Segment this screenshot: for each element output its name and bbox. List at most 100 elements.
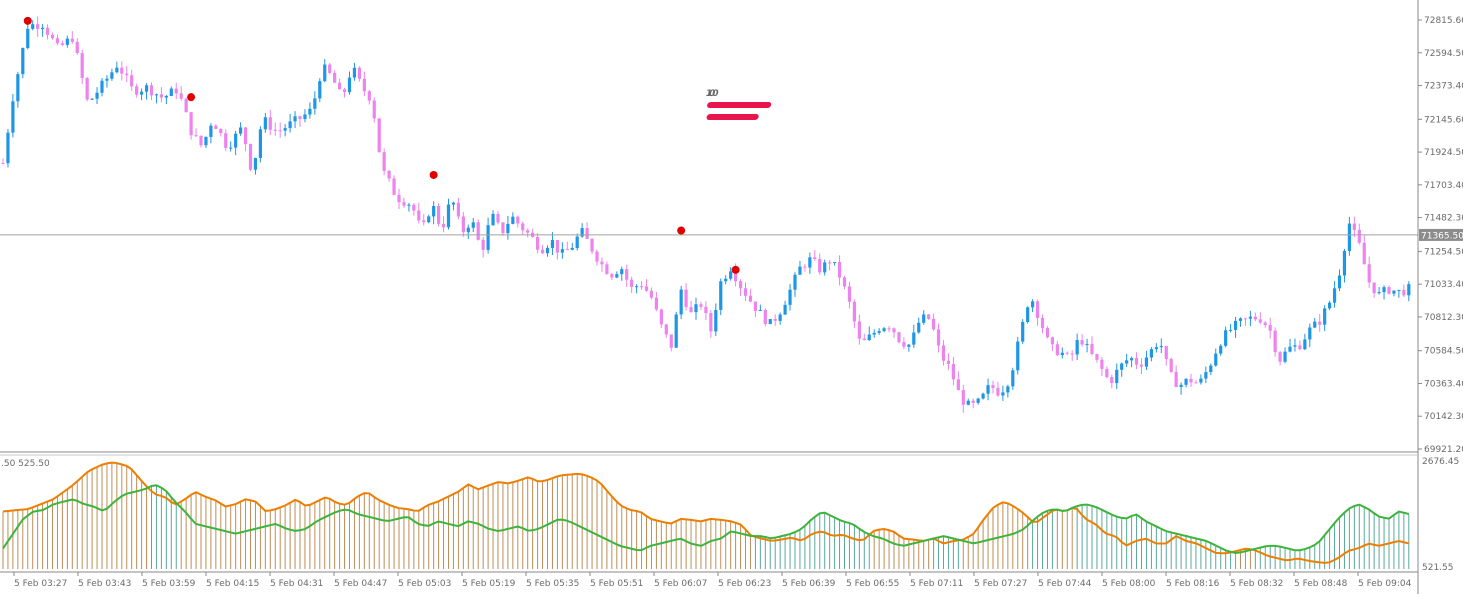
candle-body bbox=[1278, 352, 1282, 362]
candle-body bbox=[446, 204, 451, 228]
candle-body bbox=[635, 286, 639, 288]
candle-body bbox=[526, 230, 530, 233]
candle-body bbox=[823, 262, 827, 273]
candle-body bbox=[496, 213, 500, 223]
oscillator-pane: .50 525.50 bbox=[1, 459, 1410, 569]
candle-body bbox=[189, 112, 193, 136]
candle-body bbox=[852, 301, 856, 322]
candle-body bbox=[1159, 346, 1163, 348]
candle-body bbox=[625, 269, 629, 280]
time-tick-label: 5 Feb 05:51 bbox=[590, 579, 643, 589]
candle-body bbox=[263, 117, 267, 130]
candle-body bbox=[719, 281, 723, 310]
candle-body bbox=[1050, 337, 1054, 345]
candle-body bbox=[1105, 368, 1109, 378]
candle-body bbox=[1362, 242, 1366, 265]
time-tick-label: 5 Feb 05:03 bbox=[398, 579, 451, 589]
candle-body bbox=[996, 387, 1000, 396]
candle-body bbox=[347, 77, 352, 93]
candle-body bbox=[313, 98, 317, 109]
candle-body bbox=[387, 170, 391, 179]
candle-body bbox=[362, 78, 366, 92]
candle-body bbox=[1268, 325, 1272, 331]
candle-body bbox=[763, 309, 767, 325]
candle-body bbox=[847, 286, 852, 302]
candle-body bbox=[466, 227, 470, 233]
candle-body bbox=[248, 144, 253, 170]
price-tick-label: 72815.60 bbox=[1424, 16, 1463, 26]
candle-body bbox=[85, 78, 89, 100]
candle-body bbox=[422, 220, 426, 223]
candle-body bbox=[610, 274, 614, 278]
candle-body bbox=[927, 314, 931, 319]
candle-body bbox=[709, 313, 713, 332]
price-tick-label: 71482.30 bbox=[1424, 214, 1463, 224]
candle-body bbox=[1337, 275, 1342, 289]
price-tick-label: 72373.40 bbox=[1424, 82, 1463, 92]
candle-body bbox=[956, 379, 960, 391]
candle-body bbox=[407, 204, 411, 206]
candle-body bbox=[877, 331, 881, 333]
candle-body bbox=[803, 266, 807, 268]
candle-body bbox=[328, 64, 332, 73]
candle-body bbox=[174, 88, 178, 94]
time-tick-label: 5 Feb 08:48 bbox=[1294, 579, 1348, 589]
candle-body bbox=[679, 289, 683, 315]
current-price-tag bbox=[1419, 228, 1463, 241]
candle-body bbox=[1204, 372, 1208, 379]
candle-body bbox=[26, 28, 30, 49]
candle-body bbox=[11, 101, 15, 133]
candle-body bbox=[1397, 290, 1401, 292]
candle-body bbox=[1085, 343, 1089, 345]
candle-body bbox=[323, 64, 327, 82]
candle-body bbox=[209, 125, 213, 137]
candle-body bbox=[555, 240, 559, 253]
candle-body bbox=[768, 319, 772, 325]
candle-body bbox=[352, 67, 357, 78]
candle-body bbox=[1342, 250, 1347, 276]
time-tick-label: 5 Feb 06:55 bbox=[846, 579, 899, 589]
candle-body bbox=[491, 213, 495, 226]
candle-body bbox=[50, 34, 55, 39]
candle-body bbox=[471, 222, 475, 228]
candle-body bbox=[813, 257, 817, 259]
candle-body bbox=[441, 223, 446, 228]
candle-body bbox=[45, 27, 50, 35]
candle-body bbox=[1120, 363, 1124, 370]
candle-body bbox=[164, 95, 168, 98]
candle-body bbox=[808, 257, 812, 268]
candle-body bbox=[1263, 322, 1267, 326]
candle-body bbox=[65, 38, 69, 45]
candle-body bbox=[1248, 316, 1252, 319]
candle-body bbox=[560, 249, 564, 253]
candle-body bbox=[1357, 229, 1361, 243]
candle-body bbox=[1001, 392, 1005, 396]
candle-body bbox=[1372, 282, 1376, 294]
candle-body bbox=[204, 136, 208, 146]
candle-body bbox=[1347, 223, 1351, 251]
time-tick-label: 5 Feb 05:35 bbox=[526, 579, 579, 589]
candle-body bbox=[283, 128, 287, 131]
candle-body bbox=[1367, 264, 1371, 283]
candle-body bbox=[1303, 339, 1307, 350]
candle-body bbox=[1026, 307, 1030, 322]
candle-body bbox=[946, 360, 951, 364]
candle-body bbox=[412, 204, 416, 211]
time-tick-label: 5 Feb 06:23 bbox=[718, 579, 771, 589]
candle-body bbox=[630, 279, 634, 288]
candle-body bbox=[1243, 318, 1248, 320]
candle-body bbox=[243, 127, 248, 145]
candle-body bbox=[951, 363, 955, 380]
candle-body bbox=[115, 67, 119, 73]
candle-body bbox=[461, 216, 465, 233]
candle-body bbox=[1011, 370, 1015, 387]
candle-body bbox=[1323, 308, 1327, 325]
candle-body bbox=[219, 128, 223, 134]
candle-body bbox=[664, 324, 668, 335]
price-tick-label: 71703.40 bbox=[1424, 181, 1463, 191]
candle-body bbox=[828, 262, 832, 264]
candle-body bbox=[308, 108, 312, 115]
